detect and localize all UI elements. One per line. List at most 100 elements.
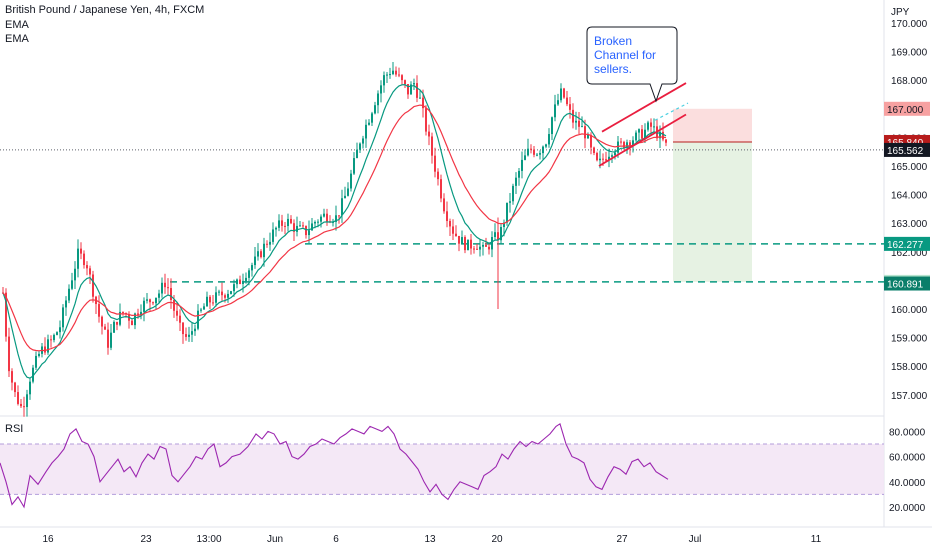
candle-body [506,202,508,223]
candle-body [323,213,325,217]
candle-body [611,155,613,157]
candle-body [278,220,280,228]
rsi-tick-label: 60.0000 [889,453,926,464]
candle-body [233,284,235,292]
time-tick-label: 13 [424,534,436,545]
candle-body [296,225,298,232]
stop-zone [673,108,752,142]
candle-body [62,307,64,328]
candle-body [641,129,643,139]
candle-body [86,265,88,269]
price-badge-label: 162.277 [887,240,924,251]
candle-body [239,279,241,284]
candle-body [476,248,478,250]
candle-body [341,198,343,216]
rsi-line [0,422,669,509]
rsi-pane-label[interactable]: RSI [5,423,24,435]
candle-body [488,246,490,250]
candle-body [98,304,100,317]
candle-body [50,339,52,341]
candle-body [227,293,229,298]
candle-body [14,382,16,393]
candle-body [359,143,361,150]
candle-body [17,392,19,404]
candle-body [179,315,181,323]
candle-body [380,85,382,94]
candle-body [530,148,532,150]
candle-body [320,216,322,222]
candle-body [638,129,640,133]
candle-body [599,158,601,161]
candle-body [191,331,193,335]
candle-body [632,140,634,146]
candle-body [104,326,106,330]
price-badge-label: 160.891 [887,280,924,291]
candle-body [458,235,460,244]
candle-body [194,328,196,332]
projection-line [654,102,689,121]
candle-body [662,131,664,140]
candle-body [311,223,313,231]
ema-fast-line [2,83,667,379]
symbol-title[interactable]: British Pound / Japanese Yen, 4h, FXCM [5,4,205,16]
channel-upper-line [601,82,687,133]
time-tick-label: 23 [140,534,152,545]
time-tick-label: 11 [811,534,822,545]
callout-text: Channel for [594,48,656,62]
candle-body [494,232,496,238]
candle-body [200,309,202,311]
indicator-ema-1-label[interactable]: EMA [5,19,29,31]
candles [2,62,667,417]
candle-body [371,113,373,123]
candle-body [647,122,649,130]
candle-body [209,296,211,303]
candle-body [203,306,205,310]
candle-body [326,213,328,222]
candle-body [146,299,148,301]
candle-body [521,159,523,171]
candle-body [290,218,292,224]
candle-body [257,251,259,257]
candle-body [185,334,187,337]
candle-body [263,243,265,258]
candle-body [8,336,10,372]
candle-body [608,156,610,161]
candle-body [446,211,448,222]
candle-body [212,302,214,304]
candle-body [308,230,310,236]
candle-body [176,310,178,316]
price-badge [884,276,930,291]
candle-body [569,104,571,110]
price-axis: JPY170.000169.000168.000167.000166.00016… [884,7,930,402]
price-badge [884,142,930,157]
candle-body [38,353,40,356]
candle-body [617,141,619,153]
rsi-tick-label: 80.0000 [889,427,926,438]
candle-body [464,237,466,251]
candle-body [365,124,367,139]
candle-body [479,246,481,250]
candle-body [347,188,349,196]
candle-body [431,136,433,156]
time-tick-label: 27 [616,534,628,545]
candle-body [344,195,346,199]
callout-box [586,26,678,103]
candle-body [47,339,49,353]
candle-body [413,83,415,85]
candle-body [518,170,520,178]
candle-body [500,227,502,241]
candle-body [215,292,217,303]
candle-body [653,126,655,128]
candle-body [155,297,157,304]
candle-body [557,100,559,105]
candle-body [551,117,553,135]
price-tick-label: 163.000 [891,219,928,230]
candle-body [65,300,67,308]
indicator-ema-2-label[interactable]: EMA [5,33,29,45]
candle-body [362,138,364,144]
candle-body [158,293,160,298]
price-axis-currency: JPY [891,7,910,18]
candle-body [182,322,184,335]
